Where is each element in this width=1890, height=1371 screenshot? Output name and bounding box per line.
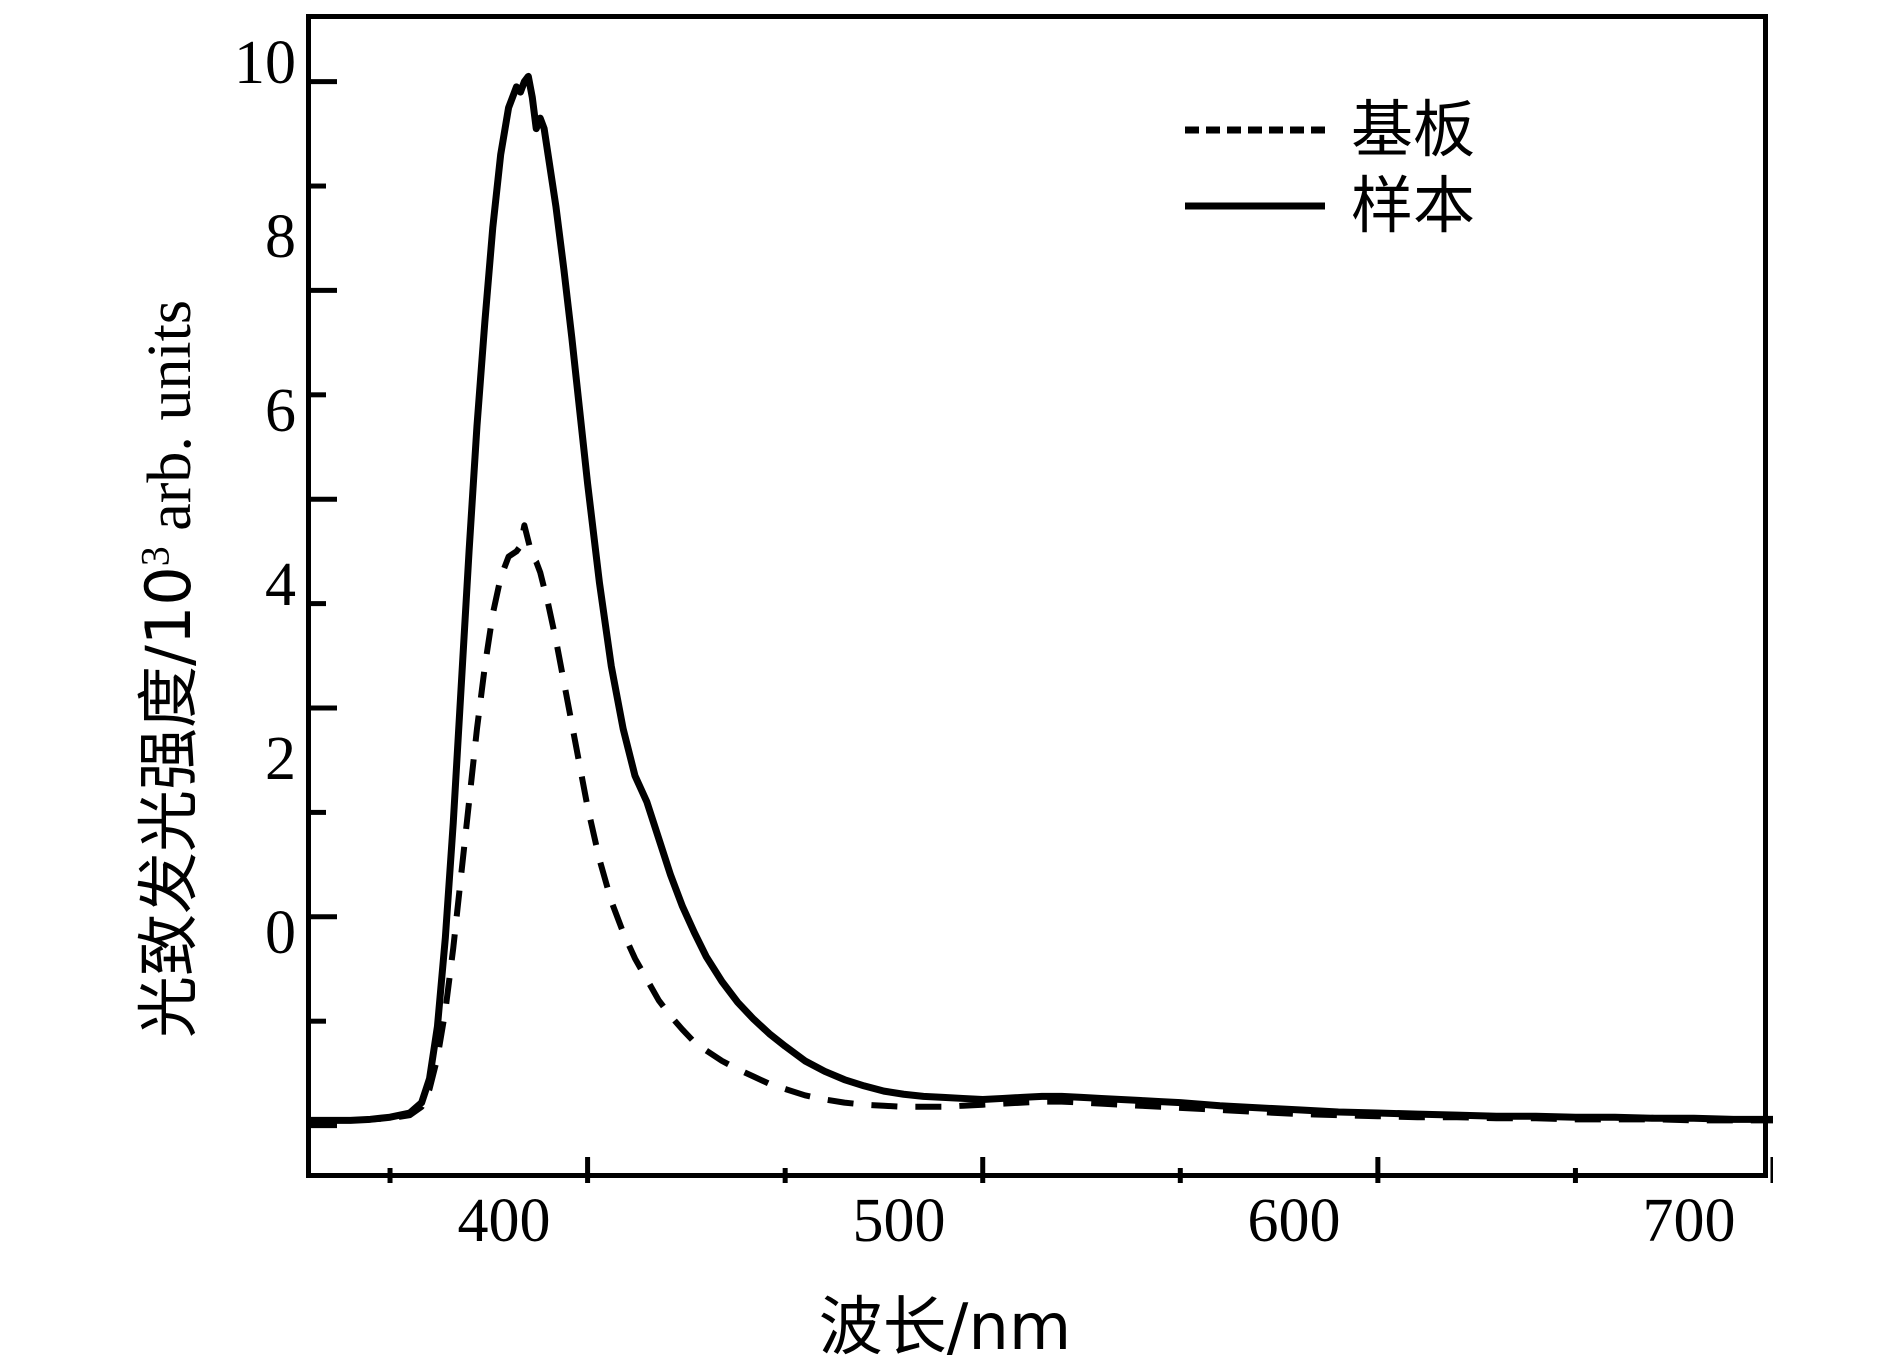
x-tick-label-500: 500 [852, 1187, 946, 1255]
x-tick-label-700: 700 [1642, 1187, 1736, 1255]
series-line-sample [311, 72, 1773, 1124]
y-tick-label-6: 6 [265, 377, 296, 445]
y-axis-title-main: 光致发光强度/10 [132, 566, 205, 1039]
axis-ticks [311, 79, 1773, 1183]
legend-item-substrate: 基板 [1185, 92, 1515, 168]
x-tick-label-600: 600 [1247, 1187, 1341, 1255]
x-axis-title: 波长/nm [0, 1276, 1890, 1368]
y-tick-label-8: 8 [265, 203, 296, 271]
x-axis-title-text: 波长/nm [818, 1291, 1072, 1365]
y-tick-label-0: 0 [265, 899, 296, 967]
legend-label-sample: 样本 [1351, 169, 1476, 242]
y-axis-title-wrapper: 光致发光强度/103 arb. units [95, 90, 205, 1090]
y-tick-label-10: 10 [234, 29, 296, 97]
y-tick-label-2: 2 [265, 725, 296, 793]
y-tick-label-4: 4 [265, 551, 296, 619]
series-line-substrate [311, 522, 1773, 1124]
plot-area [306, 14, 1773, 1183]
y-axis-title-exponent: 3 [132, 546, 178, 567]
x-tick-label-400: 400 [457, 1187, 551, 1255]
legend-solid-line-icon [1185, 196, 1325, 216]
chart-legend: 基板 样本 [1185, 92, 1515, 244]
legend-label-substrate: 基板 [1351, 93, 1476, 166]
legend-dashed-line-icon [1185, 120, 1325, 140]
y-axis-title: 光致发光强度/103 arb. units [118, 169, 208, 1169]
plot-canvas [311, 72, 1773, 1183]
legend-item-sample: 样本 [1185, 168, 1515, 244]
